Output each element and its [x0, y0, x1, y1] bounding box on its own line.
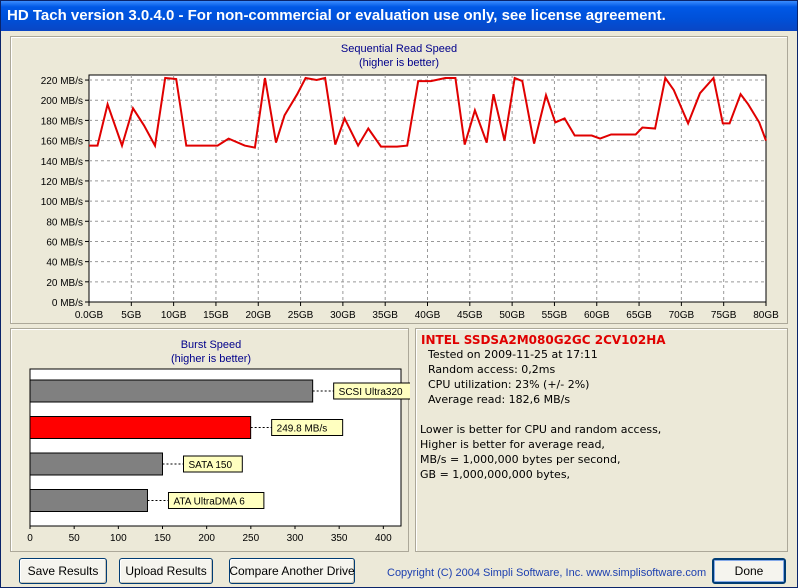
average-read: Average read: 182,6 MB/s [428, 393, 571, 406]
x-tick-label: 15GB [203, 310, 229, 321]
done-label: Done [734, 564, 764, 578]
x-tick-label: 50GB [499, 310, 525, 321]
bar-label-box [271, 419, 344, 436]
save-results-label: Save Results [27, 564, 99, 578]
y-tick-label: 80 MB/s [46, 217, 83, 228]
note-higher-better: Higher is better for average read, [420, 438, 605, 451]
y-tick-label: 100 MB/s [41, 197, 83, 208]
bar-label-box [333, 382, 410, 400]
burst-bar [29, 489, 148, 512]
bar-label: SCSI Ultra320 [339, 387, 403, 398]
x-tick-label: 75GB [711, 310, 737, 321]
title-bar[interactable]: HD Tach version 3.0.4.0 - For non-commer… [1, 1, 797, 31]
x-tick-label: 60GB [584, 310, 610, 321]
sequential-read-panel: Sequential Read Speed (higher is better)… [10, 36, 788, 324]
copyright-text: Copyright (C) 2004 Simpli Software, Inc.… [387, 567, 707, 579]
x-tick-label: 300 [287, 533, 304, 544]
x-tick-label: 250 [242, 533, 259, 544]
read-speed-line [89, 75, 767, 149]
burst-bar [29, 416, 252, 439]
x-tick-label: 45GB [457, 310, 483, 321]
drive-name: INTEL SSDSA2M080G2GC 2CV102HA [421, 333, 666, 347]
window-title: HD Tach version 3.0.4.0 - For non-commer… [7, 7, 666, 24]
y-tick-label: 20 MB/s [46, 278, 83, 289]
bar-label-box [183, 455, 243, 473]
random-access: Random access: 0,2ms [428, 363, 556, 376]
compare-another-drive-label: Compare Another Drive [229, 564, 355, 578]
save-results-button[interactable]: Save Results [19, 558, 107, 584]
note-gb-definition: GB = 1,000,000,000 bytes, [420, 468, 571, 481]
upload-results-label: Upload Results [125, 564, 207, 578]
x-tick-label: 0.0GB [75, 310, 104, 321]
y-tick-label: 160 MB/s [41, 137, 83, 148]
burst-bar [29, 379, 314, 403]
note-lower-better: Lower is better for CPU and random acces… [420, 423, 662, 436]
x-tick-label: 40GB [415, 310, 441, 321]
bar-label: ATA UltraDMA 6 [173, 497, 245, 508]
x-tick-label: 100 [110, 533, 127, 544]
upload-results-button[interactable]: Upload Results [119, 558, 213, 584]
x-tick-label: 30GB [330, 310, 356, 321]
y-tick-label: 220 MB/s [41, 76, 83, 87]
chart-subtitle: (higher is better) [359, 57, 439, 69]
chart-subtitle: (higher is better) [171, 353, 251, 365]
x-tick-label: 25GB [288, 310, 314, 321]
x-tick-label: 10GB [161, 310, 187, 321]
compare-another-drive-button[interactable]: Compare Another Drive [229, 558, 355, 584]
x-tick-label: 20GB [245, 310, 271, 321]
chart-title: Sequential Read Speed [341, 43, 457, 55]
drive-info-panel: INTEL SSDSA2M080G2GC 2CV102HA Tested on … [415, 328, 788, 552]
y-tick-label: 140 MB/s [41, 157, 83, 168]
x-tick-label: 400 [375, 533, 392, 544]
burst-speed-panel: Burst Speed (higher is better) SCSI Ultr… [10, 328, 410, 552]
x-tick-label: 35GB [372, 310, 398, 321]
y-tick-label: 0 MB/s [52, 298, 83, 309]
y-tick-label: 180 MB/s [41, 116, 83, 127]
y-tick-label: 60 MB/s [46, 237, 83, 248]
x-tick-label: 55GB [542, 310, 568, 321]
x-tick-label: 0 [27, 533, 33, 544]
bar-label-box [167, 492, 265, 509]
tested-date: Tested on 2009-11-25 at 17:11 [428, 348, 598, 361]
y-tick-label: 120 MB/s [41, 177, 83, 188]
x-tick-label: 80GB [753, 310, 779, 321]
note-mbs-definition: MB/s = 1,000,000 bytes per second, [420, 453, 621, 466]
y-tick-label: 40 MB/s [46, 258, 83, 269]
bar-label: SATA 150 [189, 460, 233, 471]
bar-label: 249.8 MB/s [277, 424, 328, 435]
x-tick-label: 150 [154, 533, 171, 544]
done-button[interactable]: Done [712, 558, 786, 584]
chart-title: Burst Speed [181, 339, 242, 351]
cpu-utilization: CPU utilization: 23% (+/- 2%) [428, 378, 590, 391]
burst-speed-chart: Burst Speed (higher is better) SCSI Ultr… [27, 339, 410, 544]
burst-bar [29, 452, 163, 476]
x-tick-label: 5GB [121, 310, 141, 321]
x-tick-label: 50 [69, 533, 81, 544]
x-tick-label: 65GB [626, 310, 652, 321]
x-tick-label: 70GB [669, 310, 695, 321]
x-tick-label: 350 [331, 533, 348, 544]
sequential-read-chart: Sequential Read Speed (higher is better)… [41, 43, 779, 321]
x-tick-label: 200 [198, 533, 215, 544]
y-tick-label: 200 MB/s [41, 96, 83, 107]
